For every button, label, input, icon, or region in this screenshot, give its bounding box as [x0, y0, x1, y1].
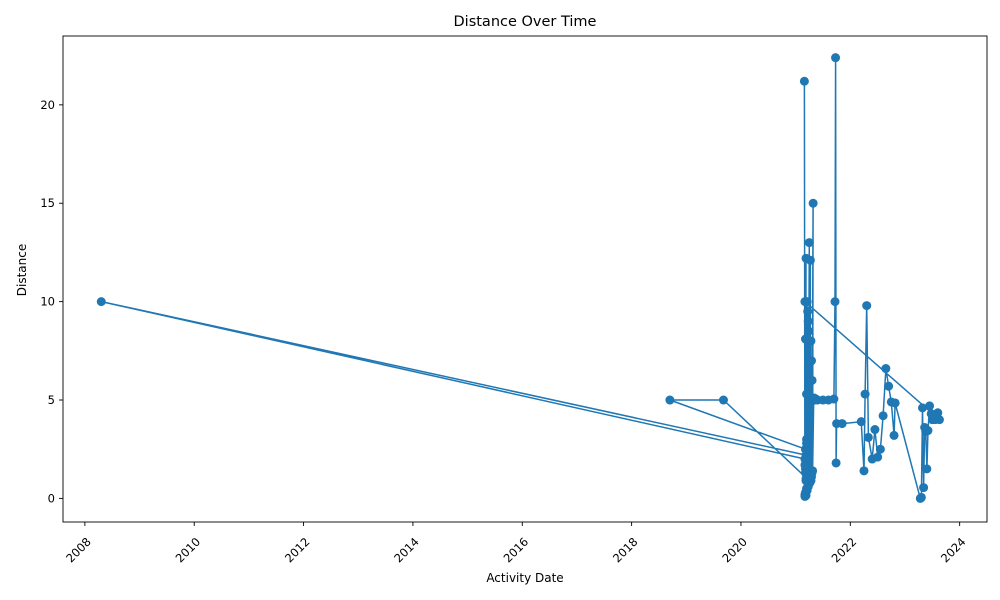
data-point: [803, 316, 813, 326]
data-point: [837, 419, 847, 429]
x-tick-label: 2024: [938, 535, 969, 566]
y-axis-label: Distance: [15, 244, 29, 296]
data-point: [922, 464, 932, 474]
plot-frame: [62, 35, 988, 523]
data-point: [890, 398, 900, 408]
data-point: [800, 297, 810, 307]
data-point: [665, 395, 675, 405]
data-point: [803, 306, 813, 316]
data-point: [808, 198, 818, 208]
y-tick-label: 0: [48, 491, 55, 505]
x-tick-label: 2014: [391, 535, 422, 566]
y-tick-label: 15: [40, 196, 55, 210]
data-point: [916, 492, 926, 502]
x-tick-label: 2008: [63, 535, 94, 566]
data-point: [863, 432, 873, 442]
data-point: [878, 411, 888, 421]
data-point: [807, 375, 817, 385]
data-point: [933, 408, 943, 418]
x-tick-label: 2018: [610, 535, 641, 566]
data-point: [799, 76, 809, 86]
data-point: [808, 466, 818, 476]
data-point: [919, 483, 929, 493]
data-point: [875, 444, 885, 454]
data-point: [804, 326, 814, 336]
data-point: [802, 389, 812, 399]
series-line-distance: [100, 56, 941, 500]
data-point: [873, 452, 883, 462]
data-point: [862, 301, 872, 311]
data-point: [800, 460, 810, 470]
data-point: [829, 394, 839, 404]
data-point: [96, 297, 106, 307]
data-point: [806, 336, 816, 346]
x-axis-label: Activity Date: [486, 571, 563, 585]
data-point: [831, 458, 841, 468]
data-point: [802, 438, 812, 448]
data-point: [889, 430, 899, 440]
y-tick-label: 10: [40, 295, 55, 309]
data-point: [860, 389, 870, 399]
data-point: [830, 297, 840, 307]
data-point: [804, 238, 814, 248]
data-point: [806, 356, 816, 366]
x-tick-label: 2012: [282, 535, 313, 566]
x-tick-label: 2016: [501, 535, 532, 566]
data-point: [884, 381, 894, 391]
data-point: [881, 364, 891, 374]
y-tick-label: 20: [40, 98, 55, 112]
y-tick-label: 5: [48, 393, 55, 407]
x-tick-label: 2010: [173, 535, 204, 566]
data-point: [856, 417, 866, 427]
x-tick-label: 2020: [719, 535, 750, 566]
data-point: [923, 426, 933, 436]
data-point: [859, 466, 869, 476]
data-point: [917, 403, 927, 413]
data-point: [925, 401, 935, 411]
data-point: [801, 474, 811, 484]
chart-title: Distance Over Time: [454, 14, 597, 30]
data-point: [718, 395, 728, 405]
data-point: [831, 53, 841, 63]
data-point: [805, 255, 815, 265]
data-point: [934, 415, 944, 425]
x-tick-label: 2022: [829, 535, 860, 566]
data-point: [870, 425, 880, 435]
